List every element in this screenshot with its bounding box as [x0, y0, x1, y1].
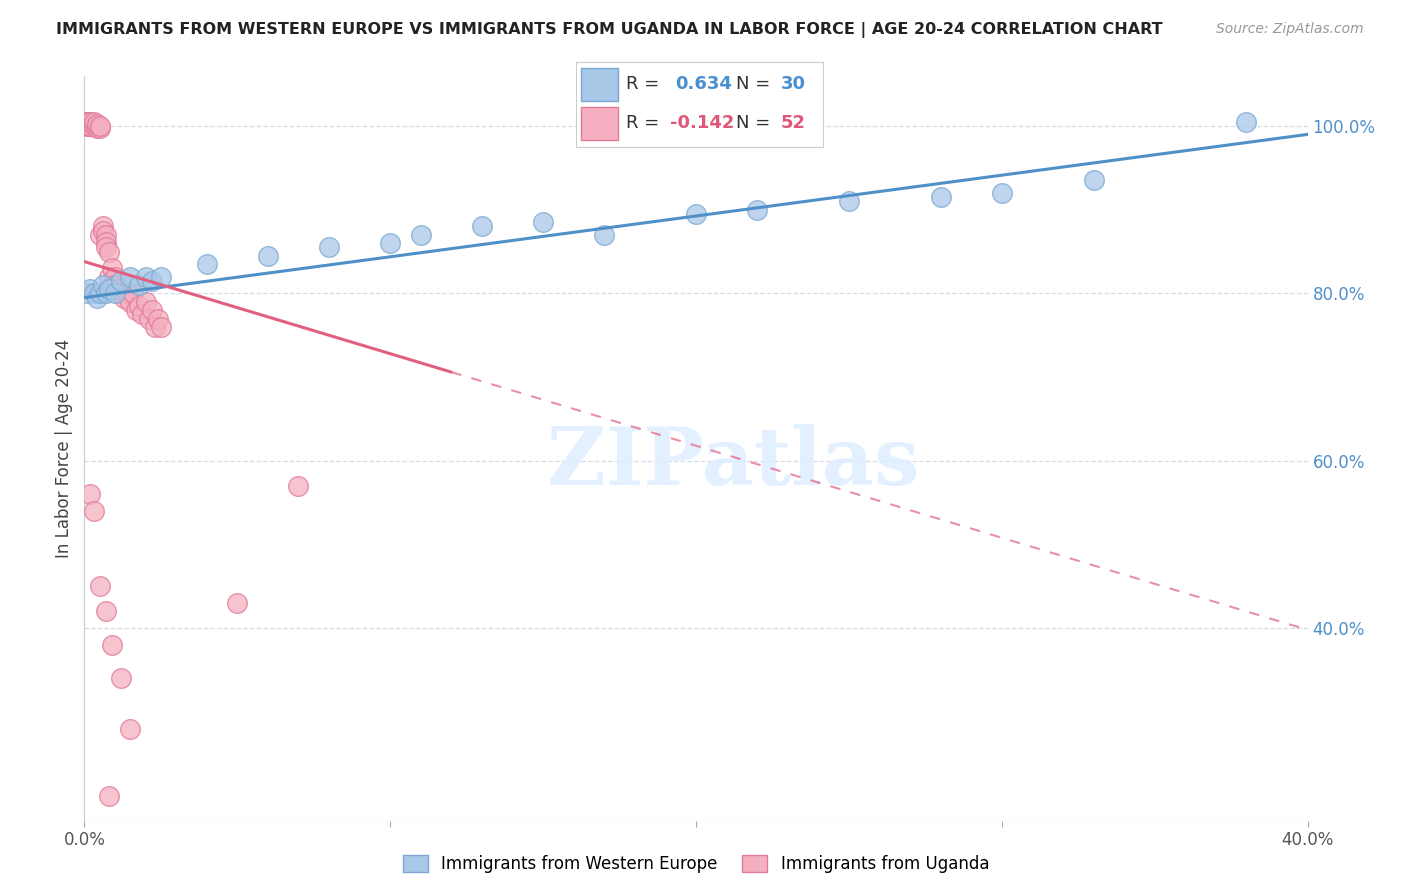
Point	[91, 224, 114, 238]
Text: 52: 52	[780, 114, 806, 132]
Point	[83, 286, 105, 301]
Point	[86, 119, 108, 133]
Point	[101, 261, 124, 276]
Point	[747, 202, 769, 217]
Point	[929, 190, 952, 204]
Point	[86, 119, 108, 133]
Point	[79, 487, 101, 501]
Point	[104, 278, 127, 293]
Point	[838, 194, 860, 209]
Point	[685, 207, 707, 221]
Point	[531, 215, 554, 229]
Point	[89, 286, 111, 301]
Point	[76, 119, 98, 133]
Point	[149, 269, 172, 284]
Point	[409, 227, 432, 242]
Text: N =: N =	[737, 76, 770, 94]
Point	[287, 479, 309, 493]
Y-axis label: In Labor Force | Age 20-24: In Labor Force | Age 20-24	[55, 339, 73, 558]
Point	[79, 282, 101, 296]
Point	[122, 286, 145, 301]
Text: 0.634: 0.634	[675, 76, 731, 94]
Point	[76, 115, 98, 129]
Point	[76, 115, 98, 129]
Point	[97, 282, 120, 296]
Point	[91, 278, 114, 293]
Point	[135, 294, 157, 309]
Point	[125, 303, 148, 318]
Point	[86, 291, 108, 305]
Text: IMMIGRANTS FROM WESTERN EUROPE VS IMMIGRANTS FROM UGANDA IN LABOR FORCE | AGE 20: IMMIGRANTS FROM WESTERN EUROPE VS IMMIGR…	[56, 22, 1163, 38]
Point	[79, 115, 101, 129]
Point	[101, 638, 124, 652]
Point	[120, 269, 142, 284]
FancyBboxPatch shape	[582, 107, 619, 139]
Point	[83, 504, 105, 518]
Point	[79, 119, 101, 133]
Point	[380, 236, 402, 251]
Point	[89, 120, 111, 135]
Point	[89, 119, 111, 133]
Point	[97, 244, 120, 259]
Point	[89, 227, 111, 242]
Text: 30: 30	[780, 76, 806, 94]
Point	[110, 274, 132, 288]
Point	[128, 299, 150, 313]
Point	[471, 219, 494, 234]
Point	[107, 282, 129, 296]
Point	[104, 286, 127, 301]
Point	[83, 119, 105, 133]
Text: Source: ZipAtlas.com: Source: ZipAtlas.com	[1216, 22, 1364, 37]
Point	[104, 269, 127, 284]
Point	[86, 117, 108, 131]
Point	[94, 286, 117, 301]
Point	[226, 596, 249, 610]
Point	[94, 235, 117, 249]
Point	[79, 119, 101, 133]
Text: ZIPatlas: ZIPatlas	[547, 424, 918, 502]
Point	[257, 249, 280, 263]
Text: -0.142: -0.142	[669, 114, 734, 132]
Point	[115, 286, 138, 301]
Point	[110, 286, 132, 301]
Text: R =: R =	[626, 114, 659, 132]
Point	[112, 291, 135, 305]
Point	[131, 307, 153, 321]
Point	[86, 120, 108, 135]
Point	[97, 269, 120, 284]
Point	[97, 789, 120, 803]
Point	[593, 227, 616, 242]
Point	[143, 319, 166, 334]
Point	[1236, 115, 1258, 129]
Point	[149, 319, 172, 334]
Point	[110, 672, 132, 686]
FancyBboxPatch shape	[582, 69, 619, 101]
Point	[89, 579, 111, 593]
Point	[94, 227, 117, 242]
Point	[79, 119, 101, 133]
Point	[141, 274, 163, 288]
Point	[991, 186, 1014, 200]
Point	[120, 722, 142, 736]
Point	[195, 257, 218, 271]
Point	[138, 311, 160, 326]
Point	[94, 604, 117, 618]
Text: N =: N =	[737, 114, 770, 132]
Point	[83, 115, 105, 129]
Point	[1083, 173, 1105, 187]
Point	[141, 303, 163, 318]
Point	[146, 311, 169, 326]
Point	[318, 240, 340, 254]
Point	[76, 286, 98, 301]
Point	[128, 278, 150, 293]
Point	[94, 240, 117, 254]
Point	[91, 219, 114, 234]
Text: R =: R =	[626, 76, 659, 94]
Point	[101, 278, 124, 293]
Point	[135, 269, 157, 284]
Legend: Immigrants from Western Europe, Immigrants from Uganda: Immigrants from Western Europe, Immigran…	[396, 847, 995, 880]
Point	[120, 294, 142, 309]
